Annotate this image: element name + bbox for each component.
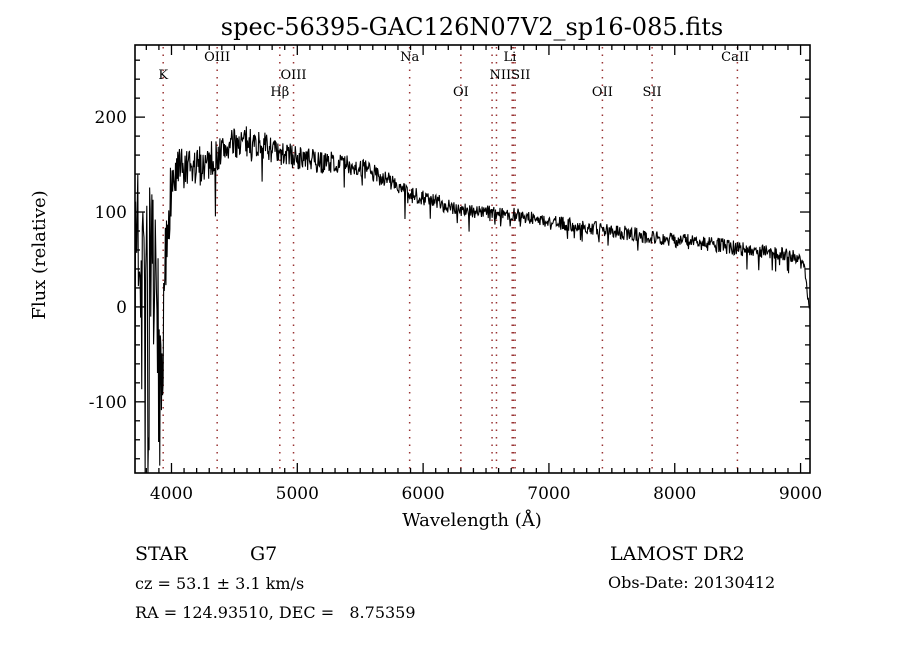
y-tick-label: 0	[116, 298, 127, 318]
cz-value-label: cz = 53.1 ± 3.1 km/s	[135, 574, 304, 593]
x-tick-label: 9000	[779, 484, 822, 504]
x-tick-label: 5000	[276, 484, 319, 504]
spectral-marker-labels: K OIII Hβ OIII Na OI Li NIISII OII SII CaII	[158, 50, 749, 100]
x-axis-label: Wavelength (Å)	[402, 509, 542, 531]
obs-date-label: Obs-Date: 20130412	[608, 573, 775, 592]
spectral-line-label: CaII	[721, 50, 749, 65]
y-tick-label: 200	[95, 108, 127, 128]
object-subclass-label: G7	[250, 543, 277, 565]
survey-label: LAMOST DR2	[610, 543, 745, 565]
plot-frame	[134, 44, 811, 474]
object-class-label: STAR	[135, 543, 188, 565]
plot-title: spec-56395-GAC126N07V2_sp16-085.fits	[221, 13, 723, 41]
spectral-line-label: Hβ	[270, 85, 289, 100]
x-tick-label: 4000	[150, 484, 193, 504]
y-axis-label: Flux (relative)	[29, 190, 50, 319]
spectral-line-label: OIII	[204, 50, 230, 65]
spectral-line-label: NIISII	[490, 68, 531, 83]
spectral-line-label: OII	[592, 85, 613, 100]
axis-tick-labels: 4000 5000 6000 7000 8000 9000 -100 0 100 200	[89, 108, 822, 504]
spectral-line-label: K	[158, 68, 168, 83]
x-tick-label: 6000	[401, 484, 444, 504]
y-tick-label: 100	[95, 203, 127, 223]
ra-dec-label: RA = 124.93510, DEC = 8.75359	[135, 603, 416, 622]
y-tick-label: -100	[89, 393, 127, 413]
spectral-line-label: OI	[453, 85, 469, 100]
spectrum-trace	[134, 126, 810, 474]
x-tick-label: 8000	[653, 484, 696, 504]
axis-ticks	[135, 45, 810, 473]
spectral-marker-lines	[162, 47, 739, 472]
spectrum-trace-group	[134, 126, 810, 474]
x-tick-label: 7000	[527, 484, 570, 504]
spectral-line-label: Na	[400, 50, 419, 65]
spectral-line-label: SII	[643, 85, 662, 100]
spectral-line-label: OIII	[280, 68, 306, 83]
spectral-line-label: Li	[504, 50, 517, 65]
